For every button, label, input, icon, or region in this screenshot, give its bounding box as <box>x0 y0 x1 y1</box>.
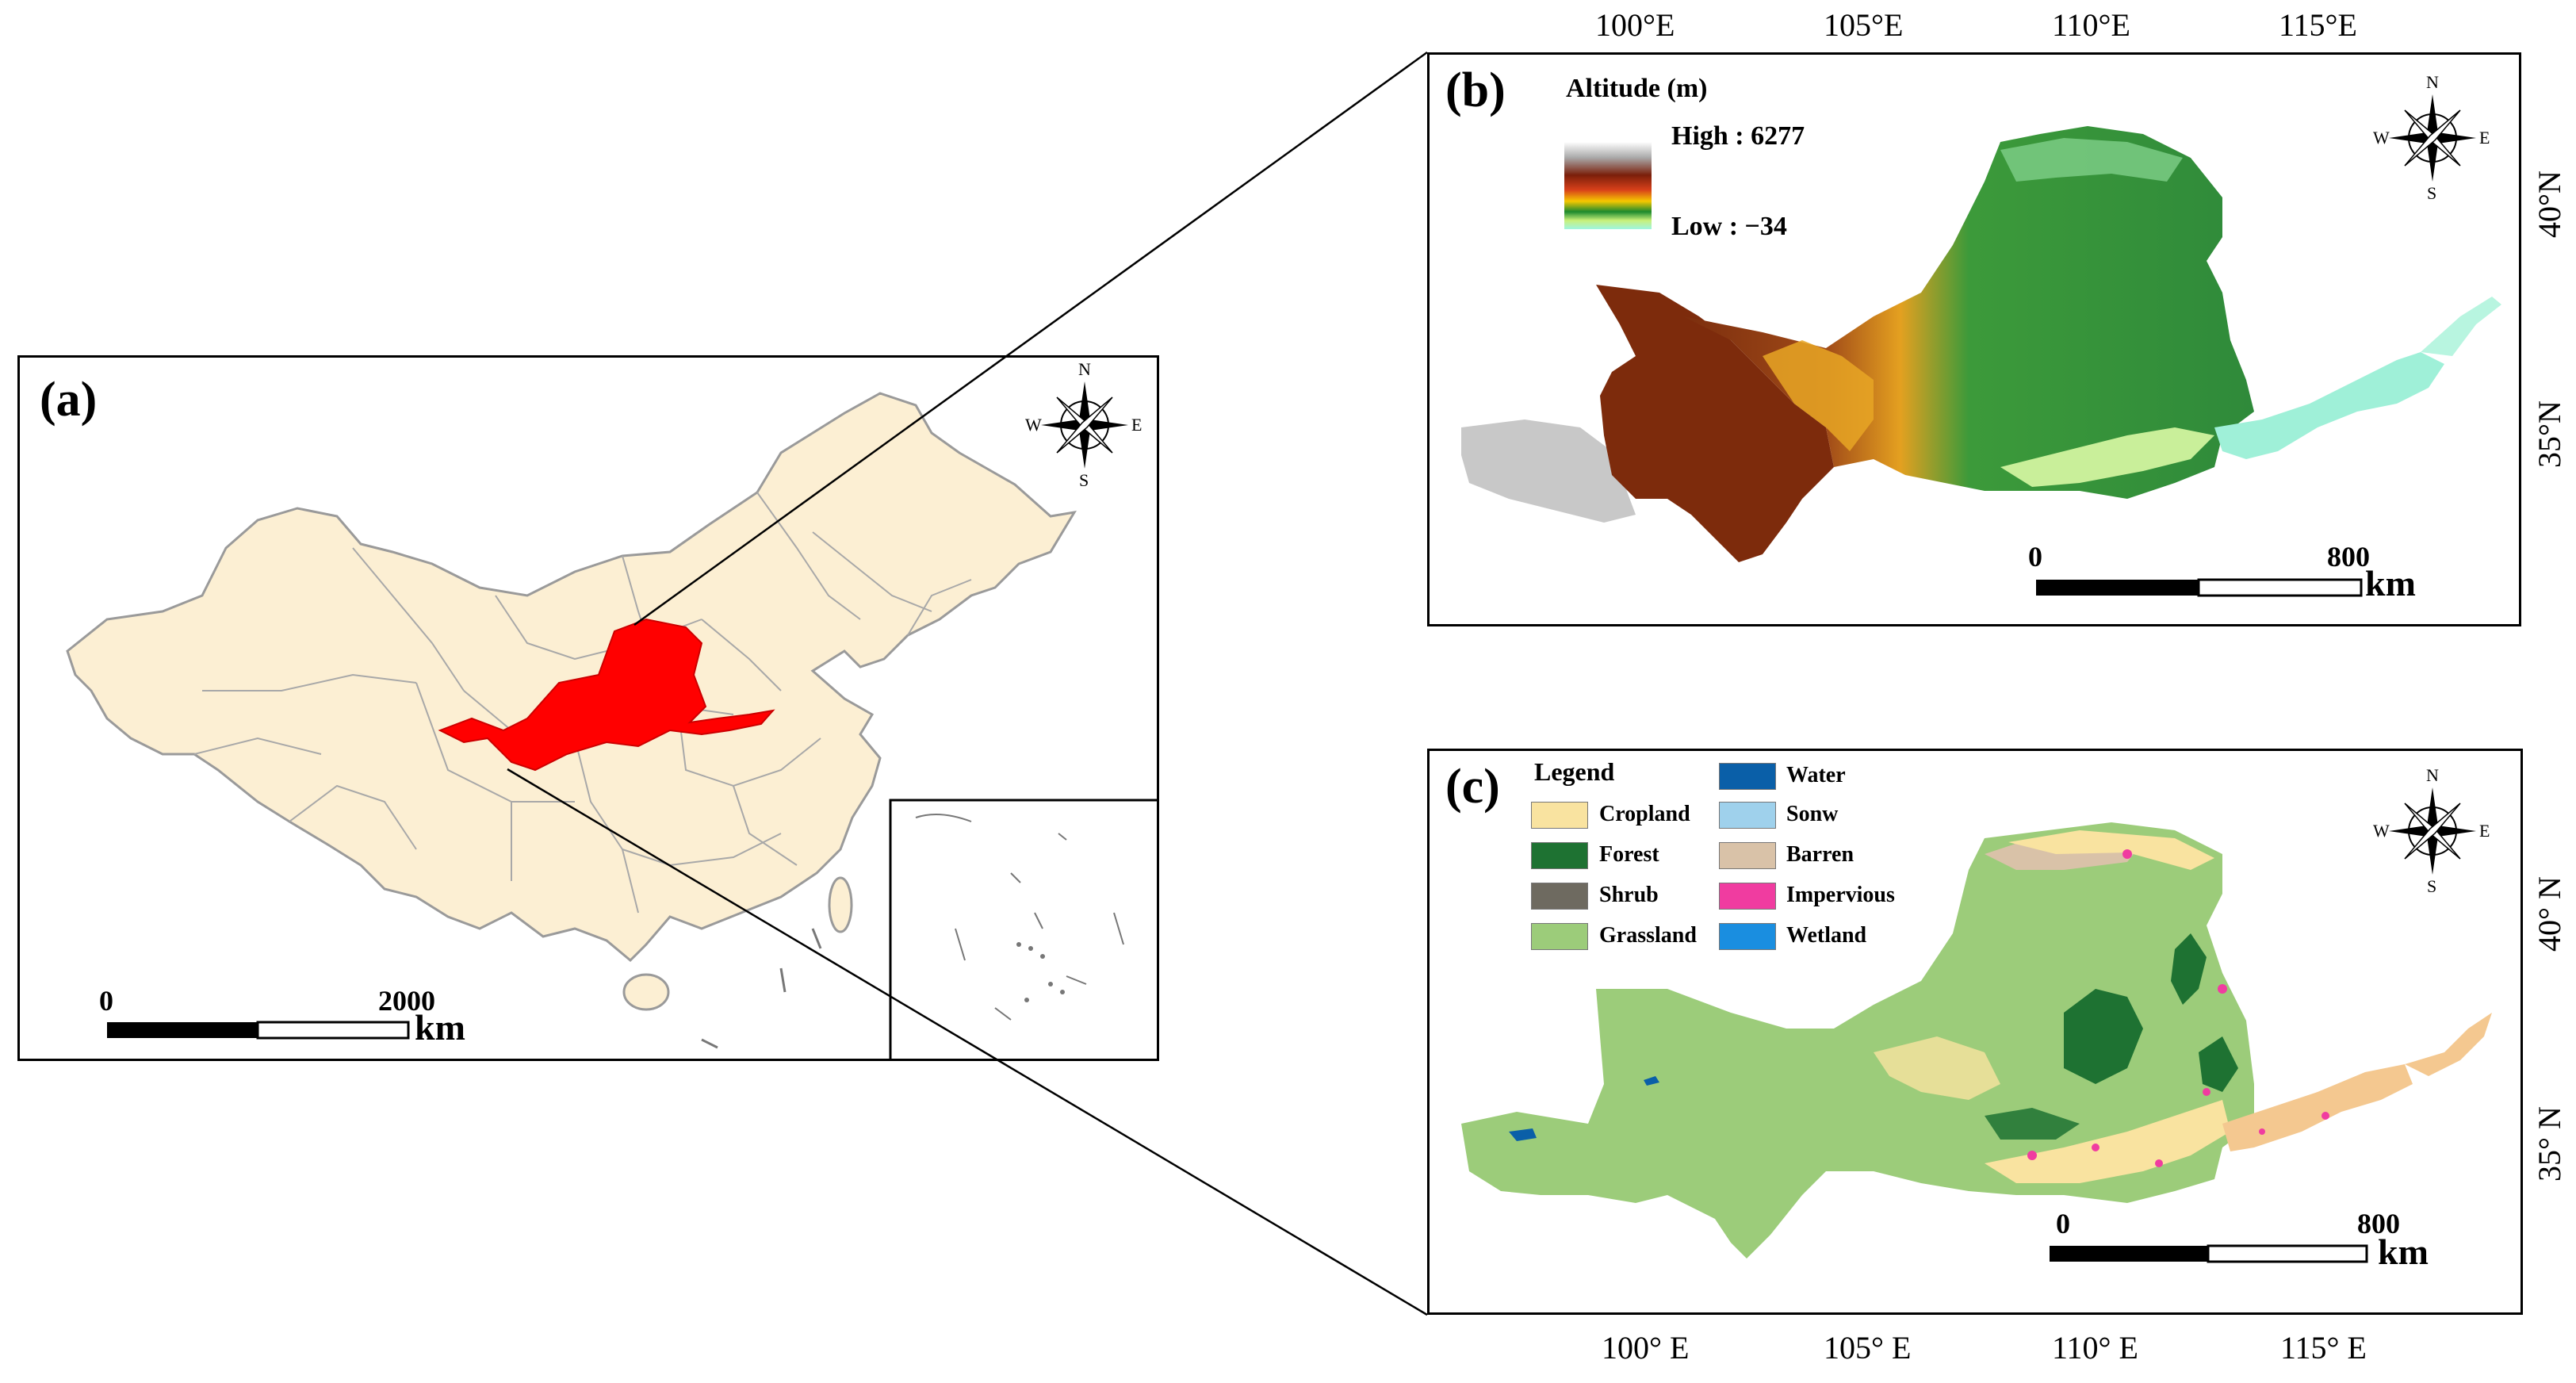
scale-a-start: 0 <box>99 985 113 1017</box>
terrain-weihe-valley <box>2000 427 2214 487</box>
scale-a-end: 2000 <box>378 985 435 1017</box>
terrain-brown-mountains <box>1596 285 1834 562</box>
compass-a-n: N <box>1078 359 1091 379</box>
legend-label-forest: Forest <box>1599 842 1659 867</box>
legend-swatch-impervious <box>1719 883 1776 910</box>
lon-tick-b-105: 105°E <box>1824 7 1904 43</box>
yellow-river-basin <box>438 618 775 772</box>
landuse-water <box>1509 1128 1537 1141</box>
compass-rose-b: N S W E <box>2373 71 2492 205</box>
legend-label-sonw: Sonw <box>1786 802 1839 826</box>
legend-swatch-forest <box>1531 842 1588 869</box>
legend-swatch-barren <box>1719 842 1776 869</box>
legend-label-water: Water <box>1786 763 1846 787</box>
panel-a-label: (a) <box>40 373 98 427</box>
lon-tick-c-100: 100° E <box>1602 1330 1690 1366</box>
scale-b-unit: km <box>2365 563 2416 603</box>
landuse-cropland-north <box>2008 830 2214 870</box>
compass-b-w: W <box>2373 128 2390 147</box>
panel-b-altitude-map: (b) Altitude (m) High : 6277 Low : −34 0… <box>1427 52 2521 626</box>
terrain-west-grey <box>1461 419 1636 523</box>
altitude-map <box>1461 126 2501 597</box>
scale-bar-a-black <box>107 1022 258 1038</box>
scale-a-unit: km <box>415 1007 465 1048</box>
legend-label-grassland: Grassland <box>1599 923 1697 948</box>
scale-c-end: 800 <box>2357 1208 2400 1239</box>
compass-c-s: S <box>2427 876 2437 896</box>
legend-label-cropland: Cropland <box>1599 802 1690 826</box>
landuse-map <box>1461 822 2492 1263</box>
lon-tick-c-110: 110° E <box>2052 1330 2138 1366</box>
lat-tick-c-40: 40° N <box>2532 876 2567 952</box>
compass-b-s: S <box>2427 183 2437 203</box>
china-map <box>66 392 1157 1059</box>
compass-rose-a: N S W E <box>1025 358 1144 492</box>
legend-swatch-shrub <box>1531 883 1588 910</box>
lat-tick-c-35: 35° N <box>2532 1106 2567 1182</box>
scale-b-end: 800 <box>2327 541 2370 573</box>
scale-bar-c-black <box>2050 1246 2208 1262</box>
legend-swatch-cropland <box>1531 802 1588 829</box>
panel-a-china-map: (a) 0 2000 km N S W E <box>17 355 1159 1061</box>
landuse-cropland-weihe <box>1985 1100 2230 1183</box>
lon-tick-b-110: 110°E <box>2052 7 2130 43</box>
taiwan-island <box>828 876 853 933</box>
scale-c-unit: km <box>2378 1232 2429 1272</box>
altitude-legend-title: Altitude (m) <box>1566 74 1708 103</box>
landuse-cropland-east <box>2222 1064 2413 1151</box>
legend-label-shrub: Shrub <box>1599 883 1659 907</box>
compass-rose-c: N S W E <box>2373 764 2492 898</box>
compass-a-w: W <box>1025 415 1042 435</box>
compass-b-n: N <box>2426 72 2439 92</box>
compass-a-s: S <box>1079 470 1089 490</box>
compass-c-w: W <box>2373 821 2390 841</box>
scale-bar-a-white <box>256 1021 410 1040</box>
south-china-sea-inset <box>889 799 1157 1059</box>
legend-swatch-grassland <box>1531 923 1588 950</box>
lon-tick-c-115: 115° E <box>2280 1330 2367 1366</box>
terrain-hetao-plain <box>2000 138 2183 182</box>
legend-swatch-water <box>1719 763 1776 790</box>
legend-label-impervious: Impervious <box>1786 883 1895 907</box>
terrain-transition-yellow <box>1763 340 1874 451</box>
hainan-island <box>622 973 670 1011</box>
lat-tick-b-35: 35°N <box>2532 400 2567 468</box>
landuse-legend-title: Legend <box>1534 757 1615 786</box>
lon-tick-b-100: 100°E <box>1595 7 1675 43</box>
legend-label-barren: Barren <box>1786 842 1854 867</box>
altitude-legend-low: Low : −34 <box>1671 212 1787 241</box>
legend-swatch-sonw <box>1719 802 1776 829</box>
legend-swatch-wetland <box>1719 923 1776 950</box>
lon-tick-c-105: 105° E <box>1824 1330 1912 1366</box>
lon-tick-b-115: 115°E <box>2279 7 2357 43</box>
compass-c-e: E <box>2479 821 2490 841</box>
landuse-forest <box>2064 989 2143 1084</box>
scale-bar-b-white <box>2197 578 2363 597</box>
legend-label-wetland: Wetland <box>1786 923 1867 948</box>
compass-b-e: E <box>2479 128 2490 147</box>
scale-bar-b-black <box>2036 580 2199 596</box>
panel-c-landuse-map: (c) Legend Cropland Forest Shrub Grassla… <box>1427 749 2523 1315</box>
lat-tick-b-40: 40°N <box>2532 170 2567 238</box>
scale-b-start: 0 <box>2028 541 2042 573</box>
panel-b-label: (b) <box>1445 63 1506 117</box>
compass-c-n: N <box>2426 765 2439 785</box>
panel-c-label: (c) <box>1445 760 1500 814</box>
altitude-legend-bar <box>1564 142 1652 229</box>
scale-c-start: 0 <box>2056 1208 2070 1239</box>
terrain-lower-reach <box>2214 352 2444 459</box>
altitude-legend-high: High : 6277 <box>1671 121 1805 151</box>
compass-a-e: E <box>1131 415 1143 435</box>
scale-bar-c-white <box>2207 1244 2368 1263</box>
